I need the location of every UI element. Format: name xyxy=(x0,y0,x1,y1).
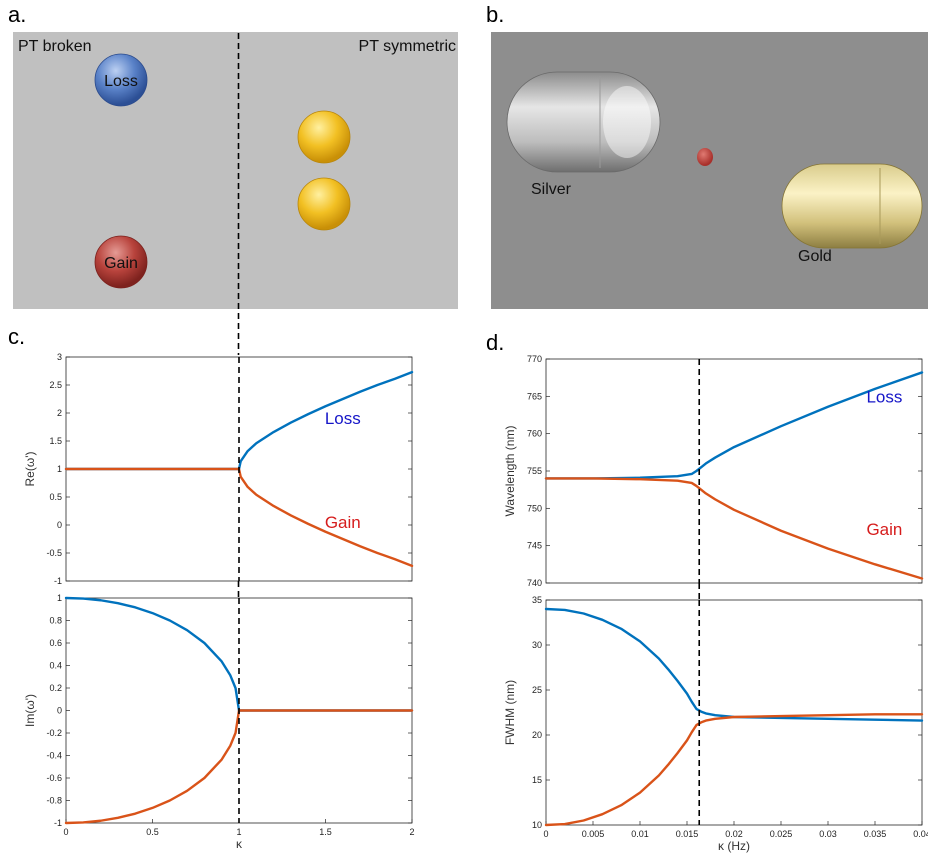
x-tick-label: 0.025 xyxy=(770,829,793,839)
series-line-blue xyxy=(544,371,924,480)
silver-nanorod xyxy=(506,71,661,173)
pt-symmetric-label: PT symmetric xyxy=(359,38,456,55)
x-tick-label: 0.005 xyxy=(582,829,605,839)
emitter-particle xyxy=(697,148,713,166)
annotation-gain: Gain xyxy=(866,520,902,539)
plot-area xyxy=(545,599,923,826)
panel-a-background xyxy=(13,32,458,309)
y-tick-label: 745 xyxy=(527,541,542,551)
y-axis-label: Re(ω') xyxy=(23,452,37,487)
y-tick-label: 1 xyxy=(57,464,62,474)
y-tick-label: -0.5 xyxy=(46,548,62,558)
y-tick-label: 15 xyxy=(532,775,542,785)
chart-c-top: -1 -0.5 0 0.5 1 1.5 2 2.5 3 Re(ω') Loss Gain xyxy=(23,352,414,598)
series-line-orange xyxy=(544,713,924,827)
x-tick-label: 1.5 xyxy=(319,827,332,837)
panel-label-c: c. xyxy=(8,324,25,349)
x-axis-label: κ (Hz) xyxy=(718,839,750,853)
y-tick-label: 0.2 xyxy=(49,683,62,693)
gold-nanorod xyxy=(781,163,923,249)
gold-label: Gold xyxy=(798,248,832,265)
y-tick-label: -1 xyxy=(54,576,62,586)
pt-broken-label: PT broken xyxy=(18,38,92,55)
y-tick-label: -1 xyxy=(54,818,62,828)
series-line-blue xyxy=(64,370,414,471)
loss-sphere xyxy=(94,53,148,107)
y-tick-label: 750 xyxy=(527,503,542,513)
y-tick-label: -0.4 xyxy=(46,751,62,761)
x-tick-label: 0.01 xyxy=(631,829,649,839)
y-tick-label: 30 xyxy=(532,640,542,650)
panel-label-d: d. xyxy=(486,330,504,355)
y-tick-label: 0 xyxy=(57,706,62,716)
y-tick-label: 1 xyxy=(57,593,62,603)
x-tick-label: 0.5 xyxy=(146,827,159,837)
y-tick-label: 1.5 xyxy=(49,436,62,446)
panel-b-scene: Silver Gold xyxy=(491,32,928,309)
y-tick-label: 35 xyxy=(532,595,542,605)
y-tick-label: 765 xyxy=(527,391,542,401)
gain-sphere-label: Gain xyxy=(104,255,138,272)
loss-sphere-label: Loss xyxy=(104,73,138,90)
y-tick-label: 10 xyxy=(532,820,542,830)
y-tick-label: -0.8 xyxy=(46,796,62,806)
plot-area xyxy=(545,358,923,584)
silver-highlight xyxy=(603,86,651,158)
series-line-orange xyxy=(64,709,414,825)
y-tick-label: 3 xyxy=(57,352,62,362)
y-tick-label: 0.6 xyxy=(49,638,62,648)
chart-d-top: 740 745 750 755 760 765 770 Wavelength (nm) Loss… xyxy=(503,354,924,600)
panel-label-b: b. xyxy=(486,2,504,27)
x-tick-label: 0 xyxy=(63,827,68,837)
symmetric-sphere-top xyxy=(297,110,351,164)
y-tick-label: -0.6 xyxy=(46,773,62,783)
y-tick-label: 0 xyxy=(57,520,62,530)
y-tick-label: 755 xyxy=(527,466,542,476)
x-tick-label: 0.04 xyxy=(913,829,928,839)
y-tick-label: 760 xyxy=(527,429,542,439)
y-tick-label: -0.2 xyxy=(46,728,62,738)
y-tick-label: 25 xyxy=(532,685,542,695)
symmetric-sphere-bottom xyxy=(297,177,351,231)
y-tick-label: 0.4 xyxy=(49,661,62,671)
x-tick-label: 0.02 xyxy=(725,829,743,839)
panel-a-scene: PT broken PT symmetric Loss Gain xyxy=(13,32,458,309)
y-axis-label: FWHM (nm) xyxy=(503,680,517,745)
chart-d-bottom: 10 15 20 25 30 35 0 0.005 0.01 0.015 0.02 0.025 0.03… xyxy=(503,595,928,853)
y-tick-label: 0.5 xyxy=(49,492,62,502)
y-tick-label: 0.8 xyxy=(49,616,62,626)
series-line-orange xyxy=(544,477,924,580)
y-tick-label: 770 xyxy=(527,354,542,364)
x-axis-label: κ xyxy=(236,837,243,851)
x-tick-label: 2 xyxy=(409,827,414,837)
y-axis-label: Wavelength (nm) xyxy=(503,426,517,517)
annotation-loss: Loss xyxy=(866,387,902,406)
y-tick-label: 2.5 xyxy=(49,380,62,390)
y-axis-label: Im(ω') xyxy=(23,694,37,727)
x-tick-label: 0.035 xyxy=(864,829,887,839)
x-tick-label: 0.015 xyxy=(676,829,699,839)
series-line-blue xyxy=(544,607,924,722)
x-tick-label: 1 xyxy=(236,827,241,837)
y-tick-label: 20 xyxy=(532,730,542,740)
annotation-loss: Loss xyxy=(325,409,361,428)
y-tick-label: 2 xyxy=(57,408,62,418)
x-tick-label: 0 xyxy=(543,829,548,839)
silver-label: Silver xyxy=(531,181,572,198)
series-line-blue xyxy=(64,596,414,712)
x-tick-label: 0.03 xyxy=(819,829,837,839)
y-tick-label: 740 xyxy=(527,578,542,588)
gain-sphere xyxy=(94,235,148,289)
panel-label-a: a. xyxy=(8,2,26,27)
annotation-gain: Gain xyxy=(325,513,361,532)
chart-c-bottom: -1 -0.8 -0.6 -0.4 -0.2 0 0.2 0.4 0.6 0.8 1 0 0.5 1 1.5… xyxy=(23,593,415,851)
